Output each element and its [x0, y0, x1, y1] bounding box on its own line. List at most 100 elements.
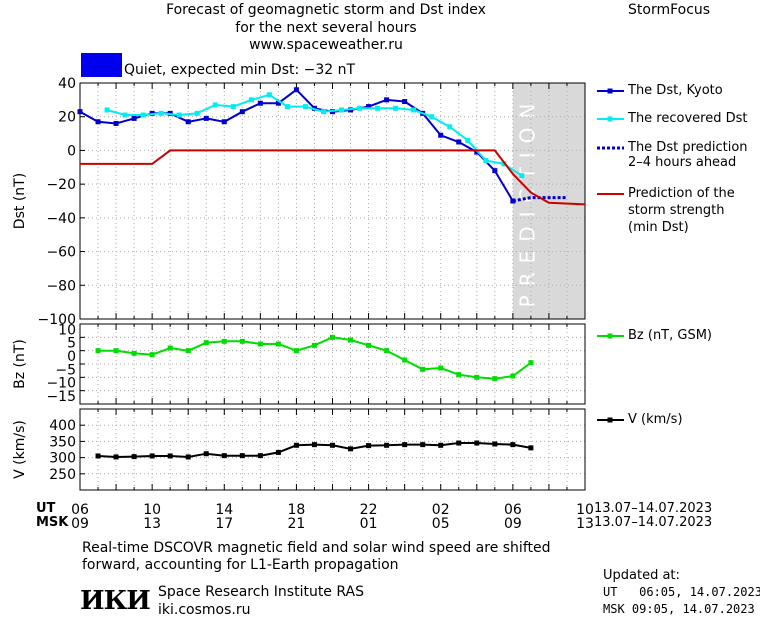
data-point	[528, 360, 534, 366]
institute-name: Space Research Institute RAS	[158, 584, 364, 600]
y-tick-label: 40	[58, 76, 76, 92]
y-tick-label: −20	[46, 177, 76, 193]
legend-v-label: V (km/s)	[628, 412, 683, 427]
data-point	[113, 348, 119, 354]
legend-recovered-label: The recovered Dst	[628, 111, 748, 126]
y-tick-label: 5	[67, 336, 76, 352]
data-point	[248, 97, 254, 103]
ut-axis-label: UT	[36, 501, 56, 516]
msk-tick-label: 09	[504, 516, 522, 532]
data-point	[438, 132, 444, 138]
data-point	[194, 110, 200, 116]
data-point	[95, 453, 101, 459]
date-range-msk: 13.07–14.07.2023	[594, 515, 713, 530]
data-point	[77, 109, 83, 115]
y-tick-label: 0	[67, 349, 76, 365]
y-tick-label: −100	[38, 312, 76, 328]
ut-tick-label: 02	[432, 502, 450, 518]
data-point	[339, 107, 345, 113]
data-point	[330, 442, 335, 448]
data-point	[348, 337, 354, 343]
data-point	[203, 451, 209, 457]
msk-axis-label: MSK	[36, 515, 69, 530]
data-point	[293, 348, 299, 354]
y-axis-title: Dst (nT)	[12, 173, 28, 229]
data-point	[158, 110, 164, 116]
data-point	[167, 345, 173, 351]
data-point	[185, 454, 191, 460]
institute-site-link[interactable]: iki.cosmos.ru	[158, 602, 251, 618]
data-point	[212, 102, 218, 108]
data-point	[429, 114, 435, 120]
data-point	[302, 104, 308, 110]
data-point	[293, 87, 299, 93]
data-point	[447, 124, 453, 130]
data-point	[131, 350, 137, 356]
data-point	[95, 119, 101, 125]
date-range-ut: 13.07–14.07.2023	[594, 501, 713, 516]
data-point	[203, 340, 209, 346]
brand-label: StormFocus	[628, 2, 711, 18]
data-point	[113, 454, 119, 460]
msk-tick-label: 13	[143, 516, 161, 532]
ut-tick-label: 14	[215, 502, 233, 518]
data-point	[465, 137, 471, 143]
data-point	[275, 341, 281, 347]
msk-tick-label: 09	[71, 516, 89, 532]
data-point	[293, 442, 299, 448]
footer-note-line-1: Real-time DSCOVR magnetic field and sola…	[82, 540, 551, 556]
data-point	[366, 342, 372, 348]
data-point	[185, 348, 191, 354]
data-point	[131, 115, 137, 121]
data-point	[510, 198, 516, 204]
data-point	[176, 112, 182, 118]
data-point	[257, 100, 263, 106]
ut-tick-label: 18	[288, 502, 306, 518]
series-line	[106, 93, 523, 177]
chart-title-url: www.spaceweather.ru	[249, 37, 403, 53]
data-point	[393, 105, 399, 111]
data-point	[492, 441, 498, 447]
data-point	[275, 449, 281, 455]
data-point	[510, 442, 516, 448]
panel-frame	[79, 323, 586, 405]
data-point	[402, 99, 408, 105]
data-point	[239, 338, 245, 344]
data-point	[510, 373, 516, 379]
data-point	[384, 348, 390, 354]
data-point	[438, 442, 444, 448]
data-point	[239, 109, 245, 115]
y-tick-label: −40	[46, 211, 76, 227]
msk-tick-label: 05	[432, 516, 450, 532]
y-tick-label: 250	[49, 467, 76, 483]
y-tick-label: 0	[67, 143, 76, 159]
msk-tick-label: 13	[576, 516, 594, 532]
data-point	[420, 366, 426, 372]
data-point	[456, 139, 462, 145]
data-point	[167, 453, 173, 459]
data-point	[104, 107, 110, 113]
panel-frame	[79, 408, 586, 491]
y-tick-label: 400	[49, 418, 76, 434]
data-point	[320, 109, 326, 115]
status-color-box	[81, 53, 122, 77]
data-point	[348, 446, 354, 452]
iki-logo: ИКИ	[80, 586, 151, 616]
data-point	[149, 453, 155, 459]
legend-prediction-label-2: 2–4 hours ahead	[628, 155, 737, 170]
series-line	[80, 149, 586, 206]
data-point	[492, 376, 498, 382]
data-point	[366, 104, 372, 110]
legend-bz-label: Bz (nT, GSM)	[628, 328, 713, 343]
y-tick-label: −80	[46, 278, 76, 294]
ut-tick-label: 22	[360, 502, 378, 518]
data-point	[501, 161, 507, 167]
y-tick-label: −10	[46, 376, 76, 392]
data-point	[402, 357, 408, 363]
data-point	[474, 149, 480, 155]
data-point	[149, 352, 155, 358]
data-point	[113, 120, 119, 126]
data-point	[311, 442, 317, 448]
ut-tick-label: 10	[576, 502, 594, 518]
